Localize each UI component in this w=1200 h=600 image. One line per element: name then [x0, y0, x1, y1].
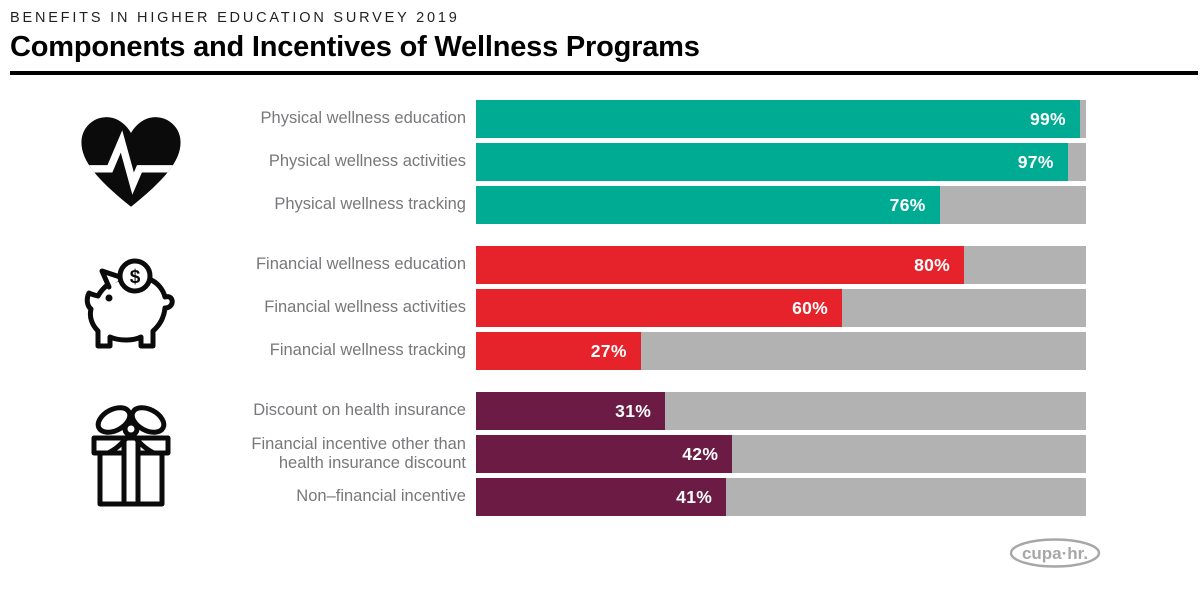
bar-label: Physical wellness education	[260, 109, 466, 128]
bar-track: 60%	[476, 289, 1086, 327]
header: BENEFITS IN HIGHER EDUCATION SURVEY 2019…	[0, 0, 1200, 75]
bar-track: 27%	[476, 332, 1086, 370]
bar-value: 60%	[792, 297, 828, 318]
group-physical-wellness: Physical wellness education 99% Physical…	[0, 100, 1200, 224]
bar-row: Physical wellness education 99%	[0, 100, 1200, 138]
bar-label: Physical wellness tracking	[274, 195, 466, 214]
group-financial-wellness: $ Financial wellness education 80% Finan…	[0, 246, 1200, 370]
bar-row: Discount on health insurance 31%	[0, 392, 1200, 430]
bar-label: Financial wellness education	[255, 255, 466, 274]
piggy-bank-icon: $	[74, 246, 188, 370]
bar-fill: 31%	[476, 392, 666, 430]
bar-track: 41%	[476, 478, 1086, 516]
dollar-glyph: $	[130, 267, 141, 288]
wellness-bar-chart: Physical wellness education 99% Physical…	[0, 100, 1200, 516]
bar-fill: 60%	[476, 289, 842, 327]
bar-row: Physical wellness tracking 76%	[0, 186, 1200, 224]
bar-track: 42%	[476, 435, 1086, 473]
bar-row: Non–financial incentive 41%	[0, 478, 1200, 516]
bar-fill: 41%	[476, 478, 727, 516]
bar-fill: 97%	[476, 143, 1068, 181]
bar-track: 31%	[476, 392, 1086, 430]
bar-label: Financial incentive other than health in…	[251, 434, 466, 472]
bar-value: 76%	[889, 194, 926, 215]
bar-row: Financial wellness education 80%	[0, 246, 1200, 284]
bar-track: 99%	[476, 100, 1086, 138]
bar-label: Physical wellness activities	[268, 152, 466, 171]
bar-row: Financial incentive other than health in…	[0, 435, 1200, 473]
gift-icon	[74, 392, 188, 516]
bar-label: Financial wellness activities	[264, 298, 466, 317]
bar-value: 80%	[914, 254, 950, 275]
bar-value: 41%	[676, 486, 713, 507]
page-title: Components and Incentives of Wellness Pr…	[10, 31, 700, 63]
bar-row: Financial wellness activities 60%	[0, 289, 1200, 327]
bar-track: 97%	[476, 143, 1086, 181]
bar-label: Financial wellness tracking	[269, 341, 466, 360]
bar-value: 27%	[590, 340, 627, 361]
bar-value: 99%	[1029, 108, 1066, 129]
heart-pulse-icon	[74, 100, 188, 224]
bar-value: 97%	[1017, 151, 1054, 172]
bar-track: 80%	[476, 246, 1086, 284]
bar-fill: 27%	[476, 332, 641, 370]
bar-fill: 42%	[476, 435, 733, 473]
bar-fill: 76%	[476, 186, 940, 224]
bar-track: 76%	[476, 186, 1086, 224]
bar-row: Financial wellness tracking 27%	[0, 332, 1200, 370]
bar-fill: 99%	[476, 100, 1080, 138]
logo-text: cupa·hr.	[1022, 544, 1088, 563]
bar-fill: 80%	[476, 246, 964, 284]
title-divider	[10, 71, 1198, 75]
group-incentives: Discount on health insurance 31% Financi…	[0, 392, 1200, 516]
cupa-hr-logo: cupa·hr.	[1008, 535, 1102, 576]
survey-eyebrow: BENEFITS IN HIGHER EDUCATION SURVEY 2019	[10, 10, 460, 26]
bar-label: Non–financial incentive	[296, 487, 466, 506]
bar-label: Discount on health insurance	[253, 401, 466, 420]
bar-value: 31%	[615, 400, 652, 421]
bar-row: Physical wellness activities 97%	[0, 143, 1200, 181]
bar-value: 42%	[682, 443, 719, 464]
